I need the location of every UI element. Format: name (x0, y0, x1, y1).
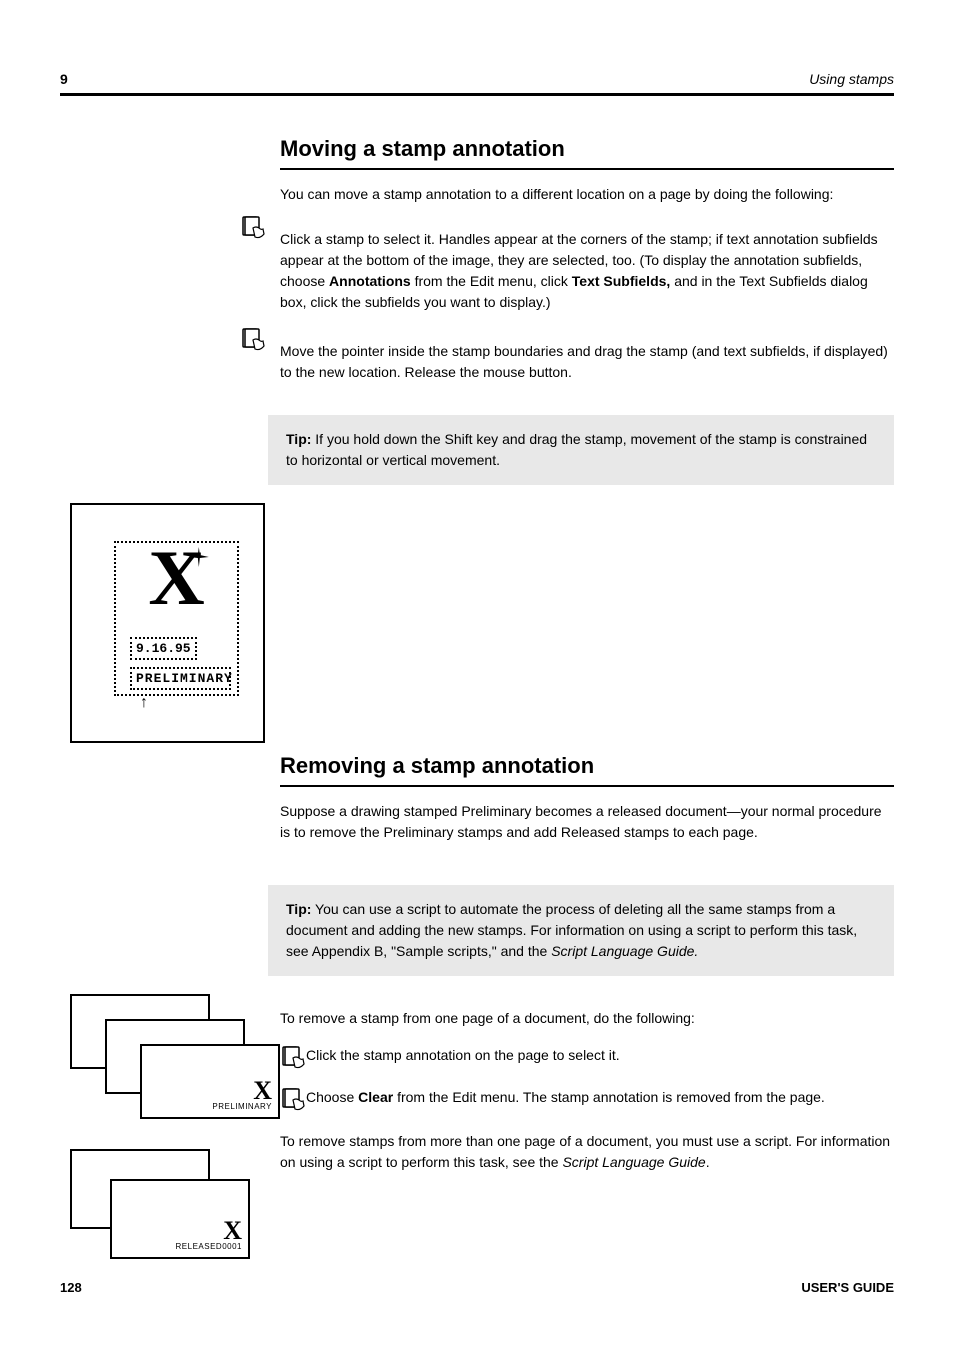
tip-body-removing: Tip: You can use a script to automate th… (286, 899, 876, 962)
tip-box-removing: Tip: You can use a script to automate th… (268, 885, 894, 976)
figure-row-1: X 9.16.95 PRELIMINARY ↑ (60, 503, 894, 753)
section-title-moving: Moving a stamp annotation (280, 136, 894, 170)
moving-intro: You can move a stamp annotation to a dif… (280, 184, 894, 205)
section-moving-tip: Tip: If you hold down the Shift key and … (60, 383, 894, 485)
page-footer: 128 USER'S GUIDE (60, 1280, 894, 1295)
page: 9 Using stamps Moving a stamp annotation… (0, 0, 954, 1314)
page-header: 9 Using stamps (60, 56, 894, 96)
tip-body-moving: Tip: If you hold down the Shift key and … (286, 429, 876, 471)
section-title-removing: Removing a stamp annotation (280, 753, 894, 787)
section-removing-tip-row: Tip: You can use a script to automate th… (60, 853, 894, 976)
stamp-prelim-subfield: PRELIMINARY (130, 667, 231, 690)
book-title: USER'S GUIDE (801, 1280, 894, 1295)
mini-label-prelim: PRELIMINARY (212, 1102, 272, 1111)
removing-step2-row: Choose Clear from the Edit menu. The sta… (280, 1087, 894, 1113)
step-icon (240, 215, 266, 313)
figure-cascade-released: XRELEASED0002 XRELEASED0001 (70, 1149, 330, 1274)
moving-step2-text: Move the pointer inside the stamp bounda… (280, 341, 894, 383)
step-icon (240, 327, 266, 383)
mini-x-glyph: X (223, 1220, 242, 1242)
chapter-number: 9 (60, 71, 68, 87)
stamp-date-subfield: 9.16.95 (130, 637, 197, 660)
pointer-arrow-icon: ↑ (140, 694, 148, 712)
page-number: 128 (60, 1280, 82, 1295)
section-moving-step1: Click a stamp to select it. Handles appe… (60, 215, 894, 313)
figure-row-2: XPRELIMINARY XPRELIMINARY XPRELIMINARY X… (60, 994, 894, 1274)
tip-box-moving: Tip: If you hold down the Shift key and … (268, 415, 894, 485)
section-moving-row1: You can move a stamp annotation to a dif… (60, 170, 894, 215)
mini-x-glyph: X (253, 1080, 272, 1102)
moving-step1-text: Click a stamp to select it. Handles appe… (280, 229, 894, 313)
figure-cascade-preliminary: XPRELIMINARY XPRELIMINARY XPRELIMINARY (70, 994, 330, 1119)
removing-step2-text: Choose Clear from the Edit menu. The sta… (306, 1087, 894, 1108)
selection-outline: X 9.16.95 PRELIMINARY ↑ (114, 541, 239, 696)
removing-step1-text: Click the stamp annotation on the page t… (306, 1045, 894, 1066)
chapter-title: Using stamps (809, 71, 894, 87)
remove-many-text: To remove stamps from more than one page… (280, 1131, 894, 1173)
mini-label-released-b: RELEASED0001 (176, 1242, 242, 1251)
section-moving-step2: Move the pointer inside the stamp bounda… (60, 327, 894, 383)
figure-stamp-selection: X 9.16.95 PRELIMINARY ↑ (70, 503, 265, 743)
removing-intro: Suppose a drawing stamped Preliminary be… (280, 801, 894, 843)
remove-one-intro: To remove a stamp from one page of a doc… (280, 1008, 894, 1029)
removing-step1-row: Click the stamp annotation on the page t… (280, 1045, 894, 1071)
stamp-x-glyph: X (148, 543, 204, 613)
section-removing-intro-row: Suppose a drawing stamped Preliminary be… (60, 787, 894, 853)
